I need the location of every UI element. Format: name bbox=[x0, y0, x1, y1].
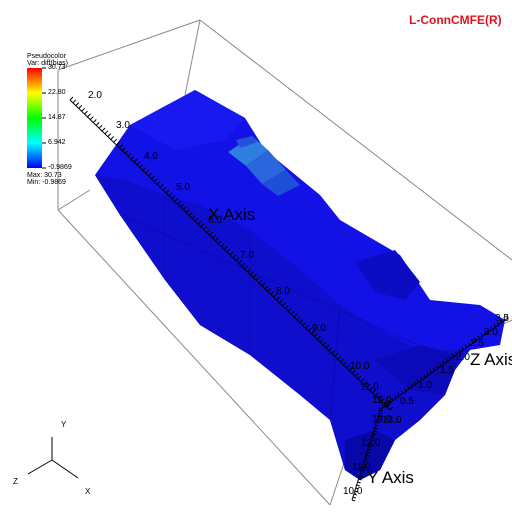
legend-min-label: Min: -0.9869 bbox=[27, 179, 66, 186]
x-tick-label: 7.0 bbox=[240, 250, 254, 261]
x-tick-label: 3.0 bbox=[116, 120, 130, 131]
x-tick-label: 11.0 bbox=[360, 382, 379, 393]
x-tick-label: 13.0 bbox=[382, 415, 402, 426]
z-tick-label: 2.5 bbox=[470, 338, 484, 349]
legend-tick-min: -0.9869 bbox=[48, 164, 72, 171]
x-tick-label: 10.0 bbox=[350, 361, 370, 372]
z-axis-line bbox=[378, 314, 509, 411]
legend-max-label: Max: 30.73 bbox=[27, 172, 62, 179]
x-tick-label: 9.0 bbox=[312, 323, 326, 334]
y-tick-label: 10.0 bbox=[343, 486, 363, 497]
z-tick-label: 1.0 bbox=[418, 380, 432, 391]
x-tick-label: 8.0 bbox=[276, 286, 290, 297]
brand-label: L-ConnCMFE(R) bbox=[409, 13, 502, 27]
axis-triad bbox=[27, 437, 79, 479]
legend-tick-max: 30.73 bbox=[48, 64, 66, 71]
legend-tick-4: 6.942 bbox=[48, 139, 66, 146]
legend-tick-3: 14.87 bbox=[48, 114, 66, 121]
bounding-box bbox=[57, 19, 512, 506]
x-tick-label: 6.0 bbox=[208, 215, 222, 226]
z-tick-label: 1.5 bbox=[440, 365, 454, 376]
y-tick-label: 13.0 bbox=[372, 414, 392, 425]
y-tick-label: 11.0 bbox=[352, 462, 371, 473]
x-tick-label: 5.0 bbox=[176, 182, 190, 193]
x-tick-label: 2.0 bbox=[88, 90, 102, 101]
z-axis-title: Z Axis bbox=[470, 350, 512, 369]
x-tick-label: 4.0 bbox=[144, 151, 158, 162]
triad-z-label: Z bbox=[13, 477, 18, 486]
triad-y-label: Y bbox=[61, 420, 67, 429]
z-tick-label: 3.5 bbox=[495, 313, 509, 324]
legend-tick-2: 22.80 bbox=[48, 89, 66, 96]
y-axis-title: Y Axis bbox=[367, 468, 414, 487]
legend-tick-marks bbox=[42, 67, 46, 169]
legend-title: Pseudocolor bbox=[27, 53, 66, 60]
z-tick-label: 2.0 bbox=[456, 352, 470, 363]
triad-x-label: X bbox=[85, 487, 91, 496]
x-tick-label: 12.0 bbox=[372, 395, 392, 406]
z-tick-label: 0.5 bbox=[400, 396, 414, 407]
x-axis-line bbox=[69, 96, 394, 411]
y-tick-label: 12.0 bbox=[361, 438, 381, 449]
x-axis-title: X Axis bbox=[208, 205, 256, 224]
y-axis-line bbox=[351, 409, 384, 502]
z-tick-label: 3.0 bbox=[484, 327, 498, 338]
pseudocolor-surface bbox=[95, 90, 505, 480]
legend-variable: Var: diff(bias) bbox=[27, 60, 68, 67]
legend-colorbar bbox=[27, 68, 42, 168]
